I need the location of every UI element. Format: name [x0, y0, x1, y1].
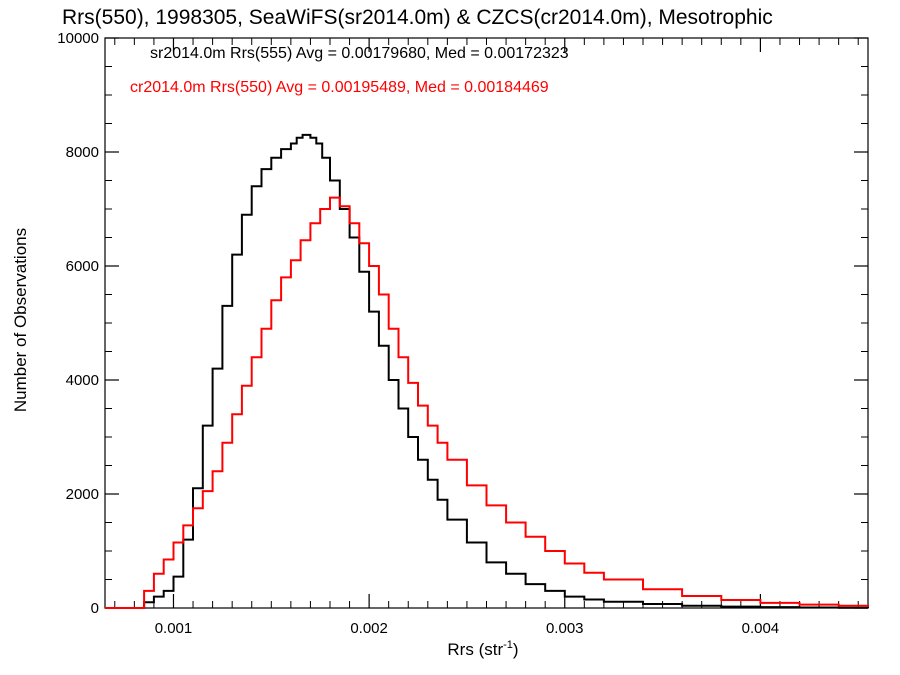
x-tick-label: 0.001 — [155, 620, 193, 637]
plot-area: 0 2000 4000 6000 8000 10000 0.001 0.002 0.003 0.0… — [57, 30, 869, 637]
series-line-czcs — [105, 196, 869, 609]
legend-entry-czcs: cr2014.0m Rrs(550) Avg = 0.00195489, Med… — [130, 79, 549, 96]
legend-entry-seawifs: sr2014.0m Rrs(555) Avg = 0.00179680, Med… — [150, 45, 569, 62]
x-tick-label: 0.003 — [546, 620, 584, 637]
x-axis-label: Rrs (str-1) — [447, 639, 518, 659]
plot-frame — [104, 37, 869, 609]
x-axis-label-close: ) — [513, 640, 519, 659]
y-tick-label: 0 — [91, 600, 99, 617]
series-line-seawifs — [105, 133, 869, 609]
x-axis-label-superscript: -1 — [503, 639, 513, 651]
y-tick-label: 2000 — [66, 486, 99, 503]
y-tick-label: 6000 — [66, 258, 99, 275]
y-axis-label: Number of Observations — [11, 228, 30, 412]
chart-title: Rrs(550), 1998305, SeaWiFS(sr2014.0m) & … — [62, 6, 773, 29]
x-axis-label-main: Rrs (str — [447, 640, 503, 659]
y-tick-label: 10000 — [57, 30, 99, 47]
x-tick-label: 0.004 — [742, 620, 780, 637]
x-tick-label: 0.002 — [350, 620, 388, 637]
y-tick-label: 4000 — [66, 372, 99, 389]
y-tick-label: 8000 — [66, 144, 99, 161]
